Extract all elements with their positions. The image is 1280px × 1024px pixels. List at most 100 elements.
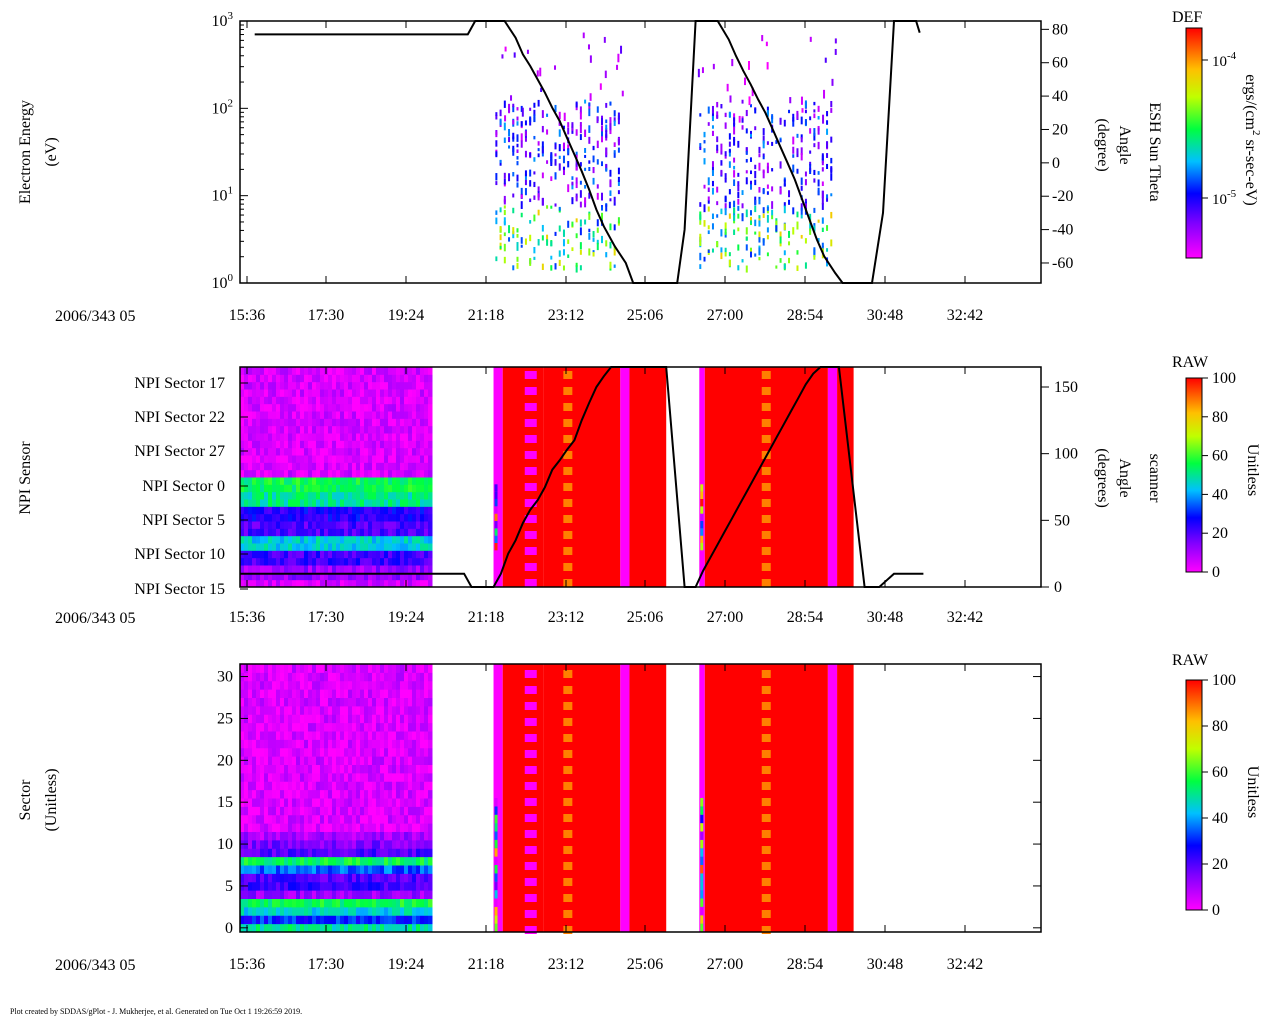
sector-cell	[272, 747, 277, 757]
npi-cell	[320, 433, 325, 441]
npi-dash	[761, 563, 771, 571]
sector-cell	[292, 890, 297, 899]
energy-cell	[504, 46, 507, 52]
npi-cell	[292, 367, 297, 375]
energy-cell	[741, 125, 744, 130]
sector-cell	[388, 823, 393, 832]
npi-cell	[344, 557, 349, 566]
npi-cell	[340, 455, 345, 463]
npi-cell	[396, 550, 401, 559]
sector-cell	[494, 831, 498, 840]
npi-cell	[320, 499, 325, 507]
npi-cell	[408, 550, 413, 559]
sector-cell	[388, 831, 393, 841]
npi-cell	[368, 506, 373, 515]
energy-cell	[733, 138, 736, 146]
y-tick-label: 30	[217, 669, 233, 686]
sector-cell	[360, 705, 365, 715]
energy-cell	[546, 160, 549, 164]
npi-cell	[348, 381, 353, 390]
sector-cell	[380, 756, 385, 765]
npi-cell	[244, 543, 249, 551]
sector-cell	[264, 664, 269, 673]
energy-cell	[796, 151, 799, 158]
sector-cell	[336, 731, 341, 740]
sector-cell	[256, 664, 261, 673]
npi-cell	[392, 557, 397, 566]
npi-cell	[352, 491, 357, 500]
npi-cell	[260, 389, 265, 397]
sector-cell	[308, 722, 313, 732]
npi-cell	[424, 557, 429, 566]
sector-cell	[312, 898, 317, 908]
npi-cell	[248, 469, 253, 478]
npi-cell	[260, 557, 265, 566]
sector-cell	[404, 781, 409, 791]
npi-cell	[244, 389, 249, 397]
sector-cell	[256, 731, 261, 740]
sector-cell	[392, 672, 397, 682]
npi-cell	[296, 477, 301, 485]
npi-cell	[376, 455, 381, 463]
sector-cell	[384, 814, 389, 824]
energy-cell	[558, 250, 561, 257]
energy-cell	[516, 233, 519, 238]
sector-cell	[424, 881, 429, 891]
energy-cell	[508, 145, 511, 149]
npi-cell	[328, 579, 333, 588]
npi-cell	[396, 403, 401, 412]
energy-cell	[495, 151, 498, 158]
sector-cell	[308, 831, 313, 841]
sector-cell	[428, 680, 433, 690]
energy-cell	[554, 172, 557, 180]
sector-cell	[356, 839, 361, 849]
npi-cell	[288, 389, 293, 397]
energy-cell	[775, 220, 778, 228]
sector-cell	[296, 881, 301, 891]
sector-cell	[700, 865, 704, 874]
sector-cell	[304, 714, 309, 724]
energy-cell	[495, 256, 498, 262]
npi-cell	[408, 381, 413, 390]
sector-dash	[524, 718, 537, 726]
npi-cell	[332, 521, 337, 529]
npi-cell	[494, 543, 498, 551]
sector-cell	[340, 890, 345, 899]
sector-cell	[280, 731, 285, 740]
energy-cell	[766, 166, 769, 174]
sector-dash	[761, 878, 771, 886]
npi-cell	[494, 506, 498, 514]
npi-cell	[280, 374, 285, 383]
energy-cell	[558, 111, 561, 120]
sector-cell	[296, 898, 301, 908]
energy-cell	[821, 181, 824, 187]
npi-cell	[396, 557, 401, 566]
sector-cell	[296, 923, 301, 933]
npi-cell	[284, 396, 289, 405]
npi-cell	[284, 572, 289, 581]
sector-dash	[524, 862, 537, 870]
npi-cell	[284, 491, 289, 500]
npi-cell	[384, 447, 389, 456]
sector-cell	[268, 890, 273, 899]
npi-cell	[412, 491, 417, 500]
sector-cell	[332, 848, 337, 858]
npi-cell	[340, 411, 345, 419]
sector-cell	[340, 915, 345, 925]
sector-cell	[308, 705, 313, 715]
npi-cell	[252, 462, 257, 471]
npi-cell	[348, 389, 353, 397]
energy-cell	[584, 99, 587, 104]
sector-cell	[328, 823, 333, 832]
sector-cell	[388, 923, 393, 933]
energy-cell	[617, 217, 620, 224]
energy-cell	[605, 168, 608, 172]
npi-cell	[424, 513, 429, 522]
energy-cell	[737, 172, 740, 177]
energy-y-label: Electron Energy	[17, 100, 34, 204]
npi-cell	[268, 565, 273, 573]
sector-cell	[304, 722, 309, 732]
sector-cell	[336, 772, 341, 782]
energy-cell	[826, 141, 829, 149]
sector-dash	[563, 670, 573, 678]
